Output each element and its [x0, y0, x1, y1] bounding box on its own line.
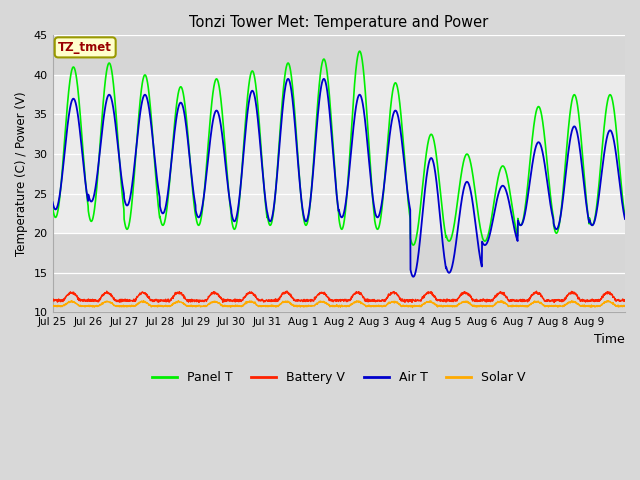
Y-axis label: Temperature (C) / Power (V): Temperature (C) / Power (V): [15, 92, 28, 256]
Line: Panel T: Panel T: [52, 51, 625, 245]
Bar: [52, 36, 625, 75]
Legend: Panel T, Battery V, Air T, Solar V: Panel T, Battery V, Air T, Solar V: [147, 366, 531, 389]
Panel T: [106, 60, 113, 66]
Battery V: [283, 288, 291, 294]
Battery V: [229, 297, 237, 302]
Solar V: [544, 303, 552, 309]
Bar: [52, 233, 625, 312]
Solar V: [373, 303, 381, 309]
Battery V: [621, 298, 629, 303]
Solar V: [614, 303, 621, 309]
Air T: [410, 274, 417, 280]
Battery V: [550, 300, 558, 305]
Solar V: [408, 305, 416, 311]
Panel T: [621, 214, 629, 219]
Line: Air T: Air T: [52, 79, 625, 277]
Air T: [544, 184, 552, 190]
Title: Tonzi Tower Met: Temperature and Power: Tonzi Tower Met: Temperature and Power: [189, 15, 488, 30]
Solar V: [621, 302, 629, 308]
Battery V: [511, 298, 519, 304]
Panel T: [229, 225, 237, 230]
Panel T: [410, 242, 417, 248]
Panel T: [544, 168, 552, 174]
Battery V: [49, 297, 56, 302]
Panel T: [614, 138, 621, 144]
Solar V: [497, 298, 504, 304]
Panel T: [49, 204, 56, 210]
Panel T: [356, 48, 364, 54]
Air T: [512, 231, 520, 237]
X-axis label: Time: Time: [595, 333, 625, 346]
Panel T: [374, 227, 381, 232]
Air T: [229, 217, 237, 223]
Battery V: [106, 292, 113, 298]
Text: TZ_tmet: TZ_tmet: [58, 41, 112, 54]
Air T: [49, 199, 56, 205]
Solar V: [106, 300, 113, 305]
Solar V: [229, 303, 237, 309]
Solar V: [49, 303, 56, 309]
Panel T: [512, 225, 520, 230]
Line: Battery V: Battery V: [52, 291, 625, 302]
Battery V: [544, 297, 552, 302]
Battery V: [614, 297, 621, 303]
Solar V: [512, 302, 520, 308]
Battery V: [374, 298, 381, 304]
Air T: [106, 92, 113, 98]
Air T: [374, 215, 381, 220]
Air T: [621, 216, 629, 222]
Air T: [614, 161, 621, 167]
Air T: [284, 76, 292, 82]
Line: Solar V: Solar V: [52, 301, 625, 308]
